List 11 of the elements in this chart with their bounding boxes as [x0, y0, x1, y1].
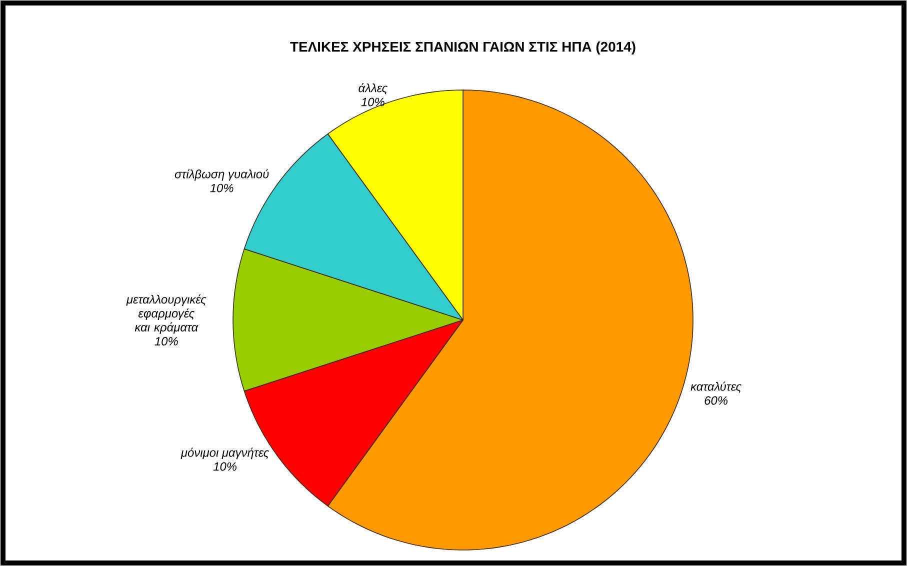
- data-label: 10%: [213, 462, 236, 471]
- slice-label: άλλες: [358, 83, 388, 94]
- slice-label: στίλβωση γυαλιού: [174, 169, 269, 181]
- data-label: 10%: [361, 98, 384, 106]
- data-label: 10%: [154, 337, 178, 346]
- slice-label: μεταλλουργικές εφαρμογές και κράματα: [126, 294, 206, 334]
- data-label: 60%: [704, 396, 728, 405]
- slice-label: καταλύτες: [690, 382, 742, 393]
- chart-title: ΤΕΛΙΚΕΣ ΧΡΗΣΕΙΣ ΣΠΑΝΙΩΝ ΓΑΙΩΝ ΣΤΙΣ ΗΠΑ (2014): [290, 41, 636, 54]
- slice-label: μόνιμοι μαγνήτες: [180, 448, 270, 460]
- data-label: 10%: [210, 184, 234, 192]
